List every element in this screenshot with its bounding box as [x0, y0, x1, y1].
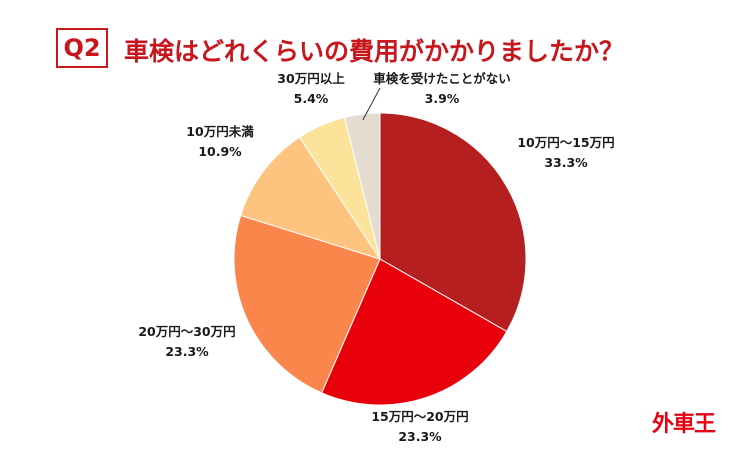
slice-label-5: 車検を受けたことがない	[373, 71, 511, 86]
slice-label-4: 30万円以上	[277, 71, 345, 86]
slice-value-0: 33.3%	[544, 155, 588, 170]
slice-value-2: 23.3%	[165, 344, 209, 359]
slice-value-5: 3.9%	[425, 91, 460, 106]
brand-logo: 外車王	[652, 412, 716, 437]
pie-slice-0	[379, 112, 527, 333]
pie-slice-2	[233, 214, 381, 394]
slice-value-1: 23.3%	[398, 429, 442, 444]
slice-value-3: 10.9%	[198, 144, 242, 159]
slice-label-3: 10万円未満	[186, 124, 254, 139]
slice-label-1: 15万円〜20万円	[371, 409, 468, 424]
question-title: 車検はどれくらいの費用がかかりましたか？	[124, 37, 625, 66]
slice-value-4: 5.4%	[294, 91, 329, 106]
pie-slice-1	[320, 258, 508, 406]
leader-line	[362, 87, 381, 121]
pie-slice-3	[240, 136, 382, 260]
pie-slice-5	[344, 112, 381, 260]
slice-label-0: 10万円〜15万円	[517, 135, 614, 150]
question-number-badge: Q2	[56, 28, 108, 68]
slice-label-2: 20万円〜30万円	[138, 324, 235, 339]
